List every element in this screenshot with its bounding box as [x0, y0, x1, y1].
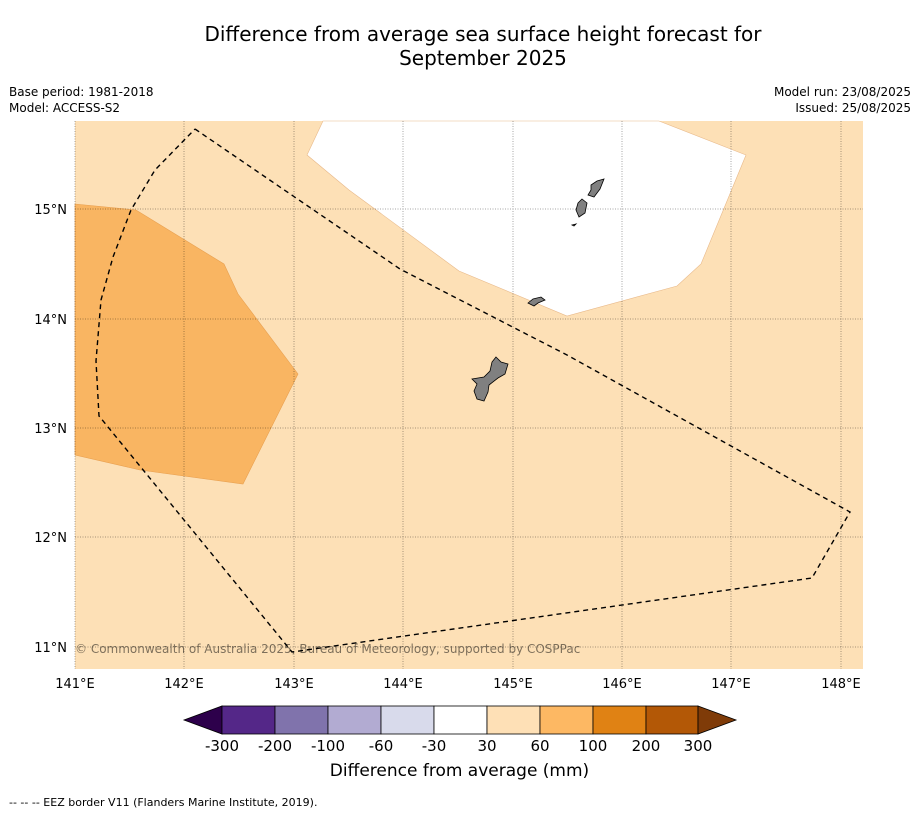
lat-label: 15°N — [34, 203, 67, 218]
colorbar-tick: -60 — [369, 737, 394, 755]
colorbar-swatch — [327, 705, 382, 735]
island-rota — [527, 296, 546, 307]
colorbar-swatch — [539, 705, 594, 735]
map-panel: © Commonwealth of Australia 2025, Bureau… — [74, 120, 863, 669]
lon-label: 147°E — [711, 677, 751, 692]
copyright-text: © Commonwealth of Australia 2025, Bureau… — [75, 642, 580, 656]
lat-label: 11°N — [34, 641, 67, 656]
meta-left: Base period: 1981-2018 Model: ACCESS-S2 — [9, 84, 154, 116]
colorbar — [182, 705, 738, 735]
lon-label: 143°E — [274, 677, 314, 692]
colorbar-tick: -200 — [258, 737, 292, 755]
colorbar-swatch — [592, 705, 647, 735]
lon-label: 145°E — [493, 677, 533, 692]
lon-labels: 141°E 142°E 143°E 144°E 145°E 146°E 147°… — [55, 677, 861, 692]
island-aguijan — [570, 223, 578, 227]
lat-label: 14°N — [34, 313, 67, 328]
colorbar-swatch — [645, 705, 699, 735]
chart-title: Difference from average sea surface heig… — [0, 22, 919, 70]
island-tinian — [575, 198, 588, 218]
lat-label: 12°N — [34, 531, 67, 546]
meta-right: Model run: 23/08/2025 Issued: 25/08/2025 — [774, 84, 911, 116]
islands — [471, 178, 605, 402]
lon-label: 142°E — [164, 677, 204, 692]
island-guam — [471, 356, 509, 402]
lat-labels: 15°N 14°N 13°N 12°N 11°N — [34, 203, 67, 656]
island-saipan — [587, 178, 605, 198]
lon-label: 141°E — [55, 677, 95, 692]
eez-border — [95, 128, 851, 653]
colorbar-tick: -30 — [422, 737, 447, 755]
base-period: Base period: 1981-2018 — [9, 85, 154, 99]
colorbar-swatch — [486, 705, 541, 735]
colorbar-label: Difference from average (mm) — [329, 761, 590, 781]
colorbar-swatch — [380, 705, 435, 735]
colorbar-tick: 300 — [684, 737, 713, 755]
colorbar-tick: -300 — [205, 737, 239, 755]
issued-date: Issued: 25/08/2025 — [795, 101, 911, 115]
colorbar-tick: 60 — [530, 737, 549, 755]
lon-label: 144°E — [383, 677, 423, 692]
colorbar-tick: 100 — [579, 737, 608, 755]
lon-label: 148°E — [821, 677, 861, 692]
model-name: Model: ACCESS-S2 — [9, 101, 121, 115]
colorbar-swatch — [221, 705, 276, 735]
colorbar-ticks: -300 -200 -100 -60 -30 30 60 100 200 300 — [205, 737, 712, 755]
lat-label: 13°N — [34, 422, 67, 437]
colorbar-tick: 200 — [632, 737, 661, 755]
title-line-2: September 2025 — [399, 46, 567, 70]
high-anomaly-region — [74, 203, 299, 485]
lon-label: 146°E — [602, 677, 642, 692]
colorbar-swatch — [274, 705, 329, 735]
footnote: -- -- -- EEZ border V11 (Flanders Marine… — [9, 796, 318, 809]
title-line-1: Difference from average sea surface heig… — [204, 22, 762, 46]
colorbar-swatch — [433, 705, 488, 735]
model-run: Model run: 23/08/2025 — [773, 85, 911, 99]
colorbar-tick: 30 — [477, 737, 496, 755]
colorbar-tick: -100 — [311, 737, 345, 755]
colorbar-min-extension — [182, 705, 223, 735]
colorbar-max-extension — [697, 705, 738, 735]
